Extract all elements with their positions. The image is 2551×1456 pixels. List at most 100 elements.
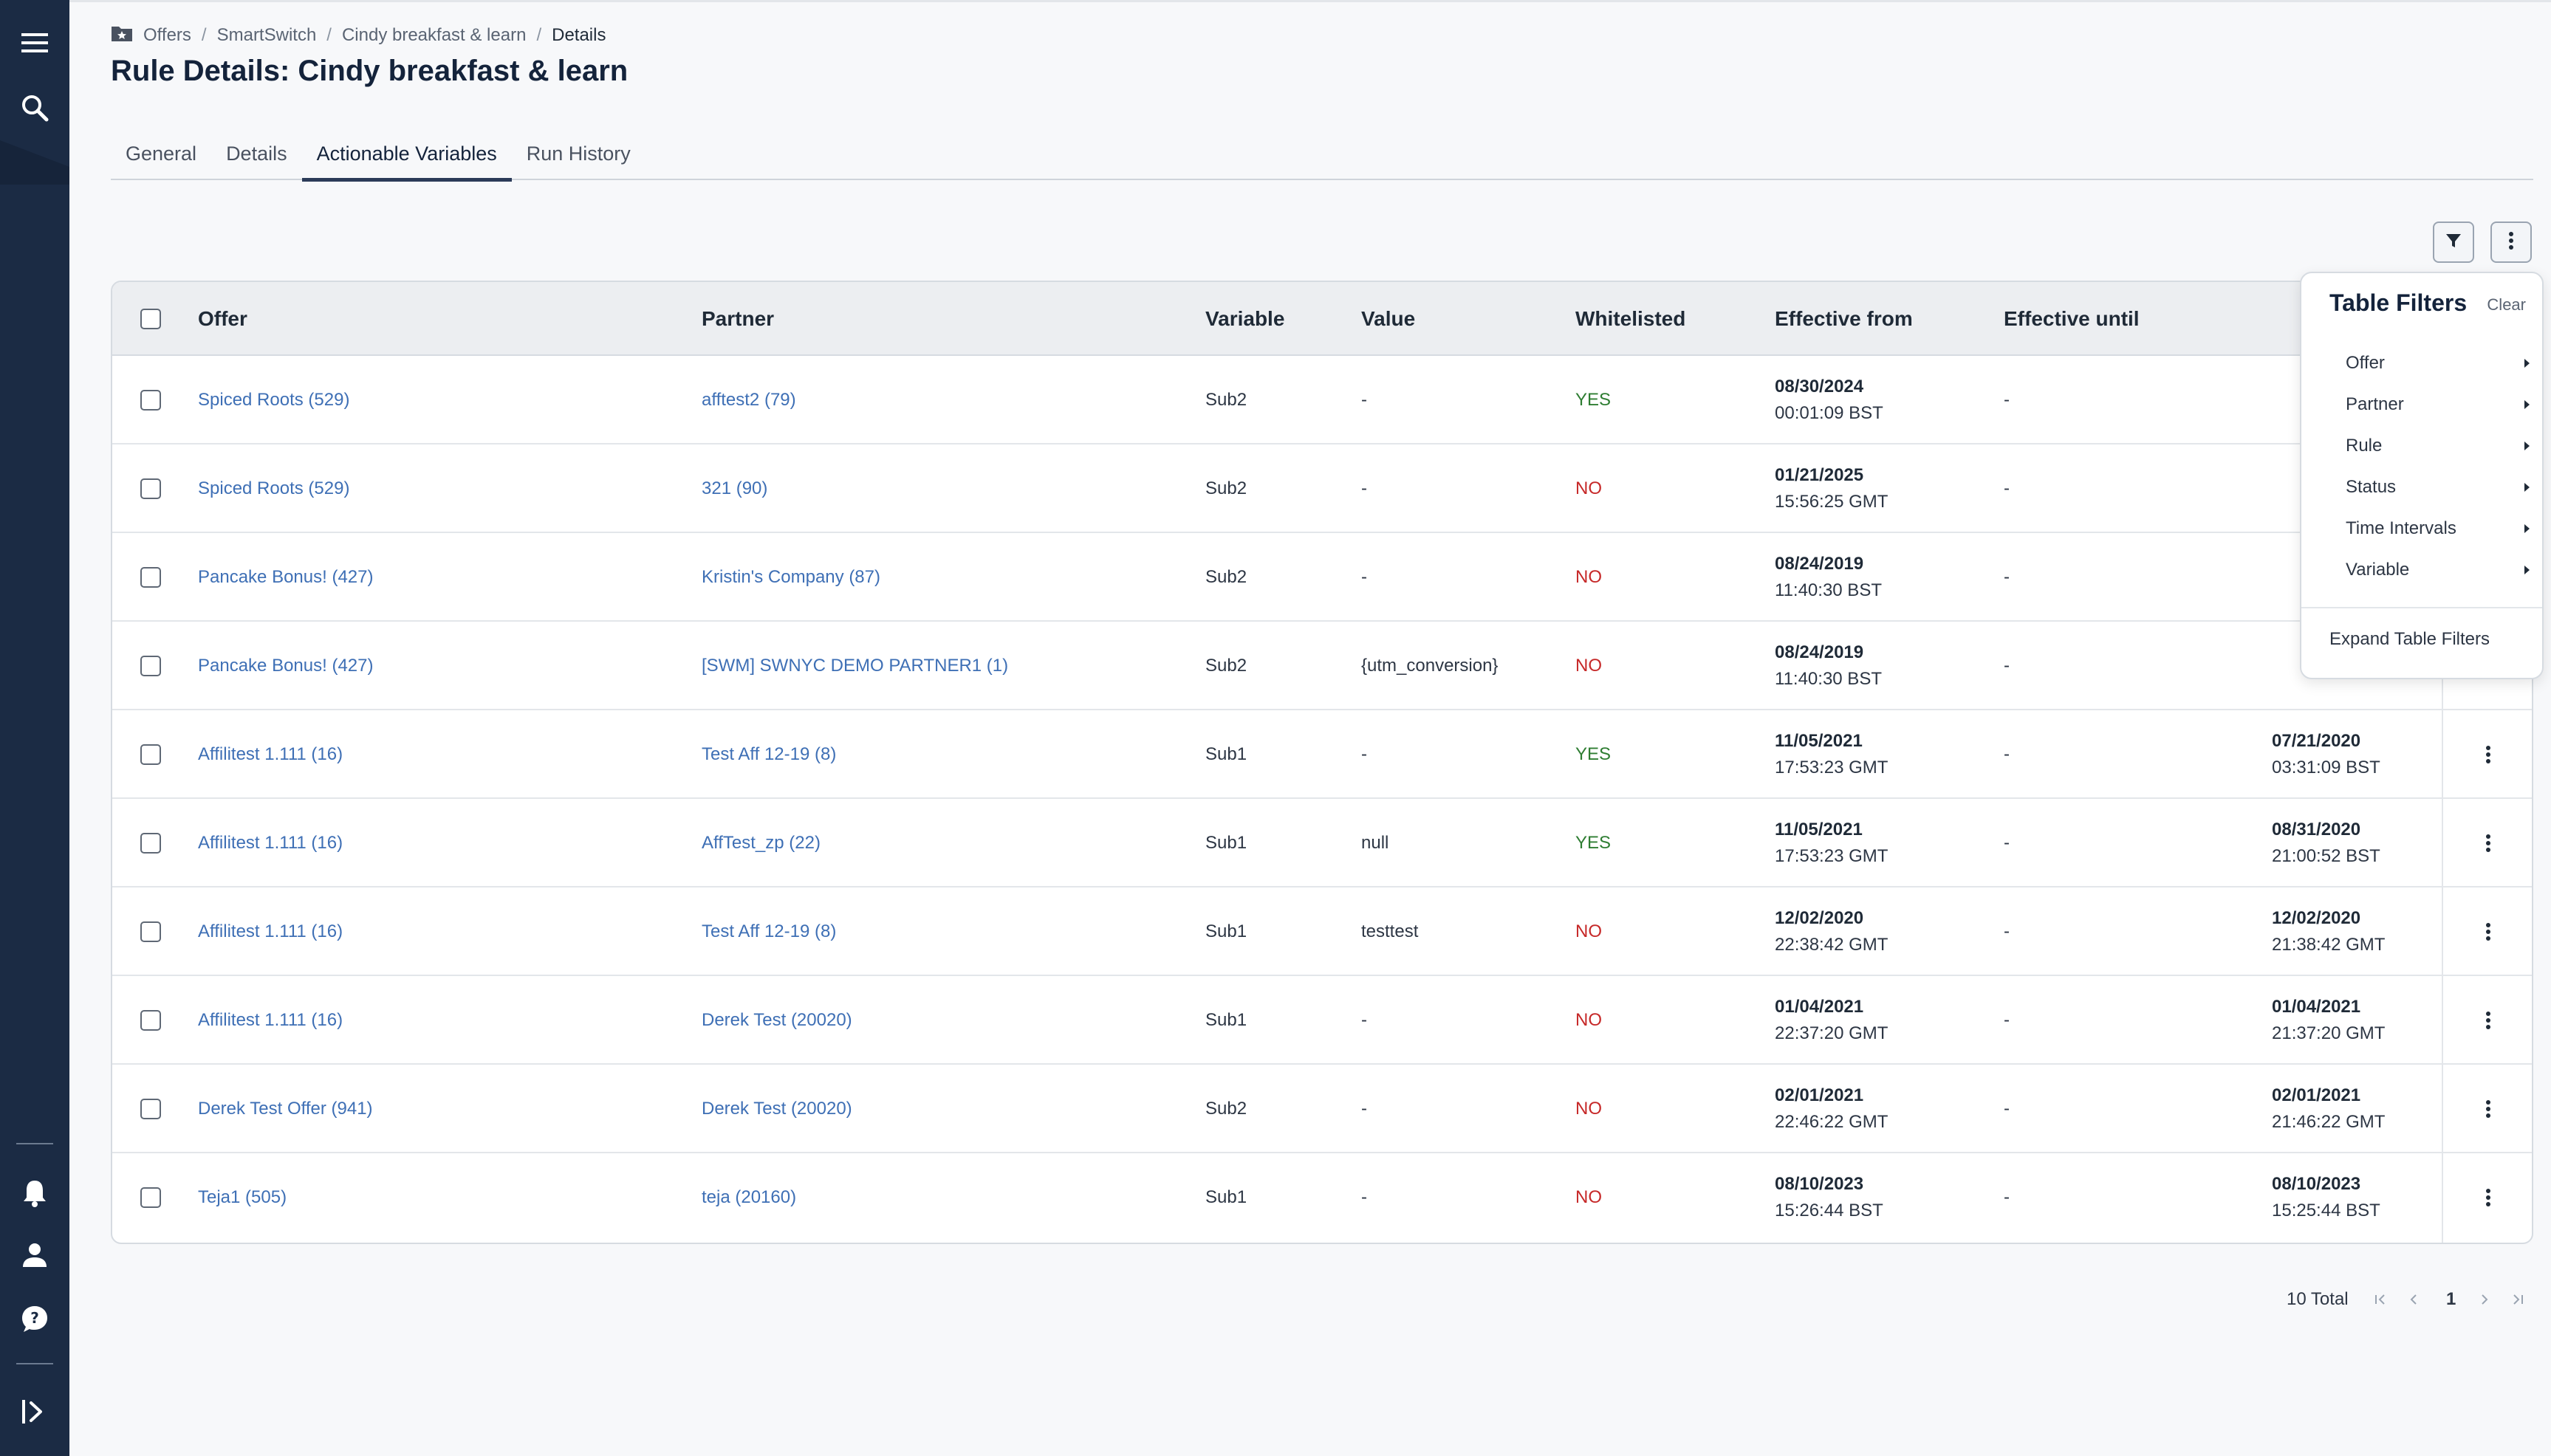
row-menu-icon[interactable] [2473,1183,2503,1212]
row-menu-icon[interactable] [2473,740,2503,769]
offer-link[interactable]: Spiced Roots (529) [198,390,350,410]
offer-link[interactable]: Affilitest 1.111 (16) [198,833,343,853]
partner-link[interactable]: 321 (90) [702,478,768,498]
breadcrumb-smartswitch[interactable]: SmartSwitch [216,25,317,45]
partner-link[interactable]: afftest2 (79) [702,390,796,410]
column-header-effective-until[interactable]: Effective until [2004,307,2140,330]
offer-link[interactable]: Affilitest 1.111 (16) [198,744,343,764]
table-row: Affilitest 1.111 (16) AffTest_zp (22) Su… [112,799,2532,887]
row-checkbox[interactable] [140,390,161,411]
effective-from-cell: 08/10/2023 15:26:44 BST [1775,1153,1883,1242]
row-checkbox[interactable] [140,744,161,765]
filter-partner[interactable]: Partner [2346,384,2530,425]
menu-icon[interactable] [13,21,57,65]
row-menu-icon[interactable] [2473,917,2503,947]
partner-link[interactable]: Derek Test (20020) [702,1010,852,1030]
prev-page-icon[interactable] [2409,1285,2418,1314]
partner-link[interactable]: teja (20160) [702,1187,797,1207]
row-checkbox[interactable] [140,1099,161,1119]
filter-offer[interactable]: Offer [2346,343,2530,384]
row-checkbox[interactable] [140,1187,161,1208]
row-checkbox[interactable] [140,1010,161,1031]
offer-link[interactable]: Derek Test Offer (941) [198,1099,373,1119]
effective-from-time: 22:38:42 GMT [1775,935,1889,955]
column-header-value[interactable]: Value [1361,307,1416,330]
first-page-icon[interactable] [2374,1285,2387,1314]
column-header-offer[interactable]: Offer [198,307,247,330]
breadcrumb-rule[interactable]: Cindy breakfast & learn [341,25,527,45]
row-menu-icon[interactable] [2473,1094,2503,1124]
value-cell: - [1361,1187,1367,1207]
offer-link[interactable]: Spiced Roots (529) [198,478,350,498]
effective-from-date: 01/04/2021 [1775,997,1864,1017]
breadcrumb-offers[interactable]: Offers [143,25,191,45]
whitelisted-cell: NO [1575,478,1602,498]
row-checkbox[interactable] [140,656,161,676]
last-page-icon[interactable] [2511,1285,2524,1314]
tab-details[interactable]: Details [226,142,287,165]
partner-link[interactable]: AffTest_zp (22) [702,833,821,853]
effective-from-date: 08/24/2019 [1775,642,1864,662]
effective-from-time: 11:40:30 BST [1775,669,1882,689]
partner-link[interactable]: Test Aff 12-19 (8) [702,744,837,764]
effective-from-date: 08/10/2023 [1775,1174,1864,1194]
partner-link[interactable]: Kristin's Company (87) [702,567,880,587]
effective-from-time: 11:40:30 BST [1775,580,1882,600]
effective-from-date: 11/05/2021 [1775,820,1863,839]
tab-actionable-variables[interactable]: Actionable Variables [301,127,512,182]
current-page[interactable]: 1 [2446,1289,2456,1309]
page-title: Rule Details: Cindy breakfast & learn [111,55,629,87]
effective-from-time: 15:26:44 BST [1775,1201,1883,1220]
column-header-whitelisted[interactable]: Whitelisted [1575,307,1686,330]
effective-until-cell: - [2004,744,2010,764]
filter-icon [2445,232,2462,253]
column-header-variable[interactable]: Variable [1205,307,1285,330]
partner-link[interactable]: [SWM] SWNYC DEMO PARTNER1 (1) [702,656,1009,676]
variable-cell: Sub1 [1205,1010,1247,1030]
row-checkbox[interactable] [140,921,161,942]
effective-from-cell: 11/05/2021 17:53:23 GMT [1775,710,1888,799]
row-checkbox[interactable] [140,833,161,854]
offer-link[interactable]: Teja1 (505) [198,1187,287,1207]
table-row: Affilitest 1.111 (16) Test Aff 12-19 (8)… [112,887,2532,976]
help-icon[interactable]: ? [13,1297,57,1341]
filter-button[interactable] [2433,222,2474,263]
clear-filters-button[interactable]: Clear [2487,295,2526,314]
filter-status[interactable]: Status [2346,467,2530,508]
table-options-button[interactable] [2490,222,2532,263]
next-page-icon[interactable] [2480,1285,2489,1314]
tab-general[interactable]: General [126,142,197,165]
tab-run-history[interactable]: Run History [526,142,631,165]
column-header-partner[interactable]: Partner [702,307,775,330]
effective-until-cell: - [2004,833,2010,853]
offer-link[interactable]: Affilitest 1.111 (16) [198,921,343,941]
bell-icon[interactable] [13,1171,57,1215]
offer-link[interactable]: Pancake Bonus! (427) [198,656,374,676]
table-row: Pancake Bonus! (427) [SWM] SWNYC DEMO PA… [112,622,2532,710]
expand-table-filters-button[interactable]: Expand Table Filters [2329,629,2490,649]
filter-time-intervals[interactable]: Time Intervals [2346,508,2530,549]
search-icon[interactable] [13,86,57,130]
partner-link[interactable]: Test Aff 12-19 (8) [702,921,837,941]
created-date: 07/21/2020 [2272,731,2361,751]
whitelisted-cell: YES [1575,744,1612,764]
partner-link[interactable]: Derek Test (20020) [702,1099,852,1119]
effective-until-cell: - [2004,567,2010,587]
user-icon[interactable] [13,1233,57,1277]
select-all-checkbox[interactable] [140,309,161,329]
row-menu-icon[interactable] [2473,828,2503,858]
offer-link[interactable]: Pancake Bonus! (427) [198,567,374,587]
row-menu-icon[interactable] [2473,1006,2503,1035]
effective-from-time: 22:46:22 GMT [1775,1112,1889,1132]
row-checkbox[interactable] [140,567,161,588]
caret-right-icon [2523,353,2530,374]
filter-variable[interactable]: Variable [2346,549,2530,591]
column-header-effective-from[interactable]: Effective from [1775,307,1913,330]
filter-rule[interactable]: Rule [2346,425,2530,467]
row-checkbox[interactable] [140,478,161,499]
filters-title: Table Filters [2329,289,2468,316]
value-cell: {utm_conversion} [1361,656,1499,676]
expand-sidebar-icon[interactable] [13,1390,57,1434]
offer-link[interactable]: Affilitest 1.111 (16) [198,1010,343,1030]
effective-from-cell: 01/21/2025 15:56:25 GMT [1775,444,1888,533]
